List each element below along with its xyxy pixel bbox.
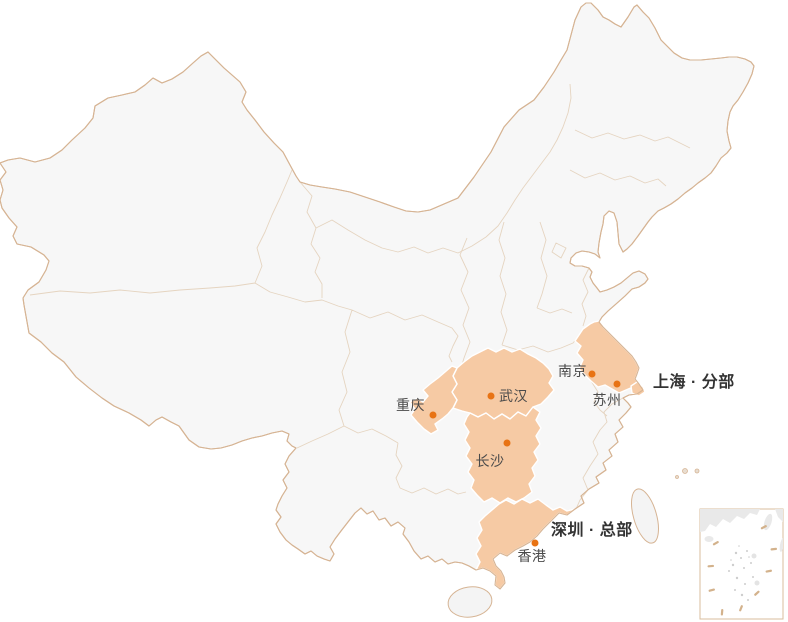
region-hunan (463, 406, 542, 504)
inset-mainland (700, 509, 760, 532)
city-label-nanjing: 南京 (558, 363, 587, 379)
region-chongqing (409, 365, 458, 435)
region-hubei (451, 347, 555, 420)
city-dot-nanjing (588, 370, 596, 378)
south-china-sea-inset (699, 508, 784, 620)
city-label-hongkong: 香港 (517, 548, 547, 564)
inset-dash-line (707, 525, 778, 616)
islands (447, 468, 700, 618)
taiwan-island (631, 488, 659, 544)
city-dot-suzhou (613, 380, 621, 388)
province-borders (29, 83, 691, 510)
inset-hainan (704, 536, 714, 542)
city-dot-wuhan (487, 392, 495, 400)
coastal-islet (682, 468, 688, 474)
inset-corner-land (775, 509, 783, 522)
inset-islands (728, 545, 760, 601)
inset-philippines (779, 538, 783, 552)
city-label-chongqing: 重庆 (396, 397, 425, 413)
hainan-island (447, 586, 493, 618)
city-label-shanghai-branch: 上海 · 分部 (653, 374, 735, 391)
city-dot-hongkong (531, 539, 539, 547)
national-outline (0, 2, 755, 590)
city-label-wuhan: 武汉 (499, 388, 528, 404)
city-label-changsha: 长沙 (475, 453, 505, 469)
city-dot-chongqing (429, 411, 437, 419)
city-label-suzhou: 苏州 (592, 392, 622, 408)
coastal-islet (675, 475, 679, 479)
city-label-shenzhen-hq: 深圳 · 总部 (551, 522, 633, 539)
city-dot-changsha (503, 439, 511, 447)
coastal-islet (694, 468, 700, 474)
inset-content (700, 509, 783, 616)
